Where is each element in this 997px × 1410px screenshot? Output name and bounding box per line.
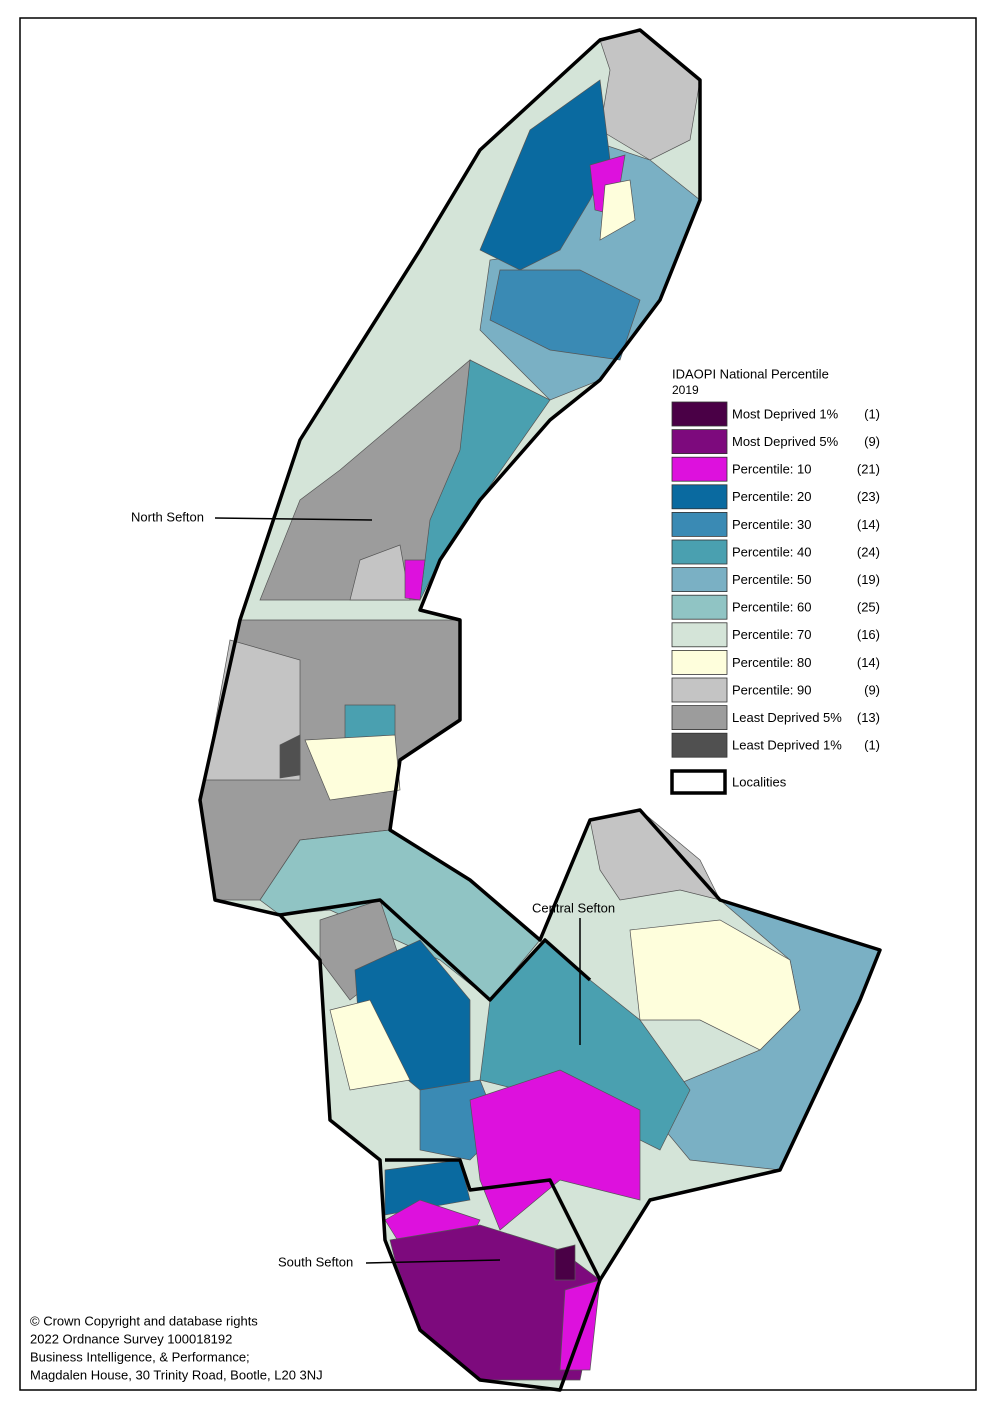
legend-label: Percentile: 90 — [732, 682, 812, 697]
legend-label: Percentile: 40 — [732, 544, 812, 559]
legend-label: Least Deprived 1% — [732, 738, 842, 753]
legend-count: (14) — [857, 517, 880, 532]
credit-line: Magdalen House, 30 Trinity Road, Bootle,… — [30, 1367, 323, 1382]
legend-label: Percentile: 10 — [732, 462, 812, 477]
region — [304, 734, 401, 801]
locality-label: North Sefton — [131, 509, 204, 524]
legend: IDAOPI National Percentile 2019 Localiti… — [670, 366, 880, 795]
locality-label: South Sefton — [278, 1254, 353, 1269]
locality-label: Central Sefton — [532, 900, 615, 915]
legend-count: (13) — [857, 710, 880, 725]
legend-label: Least Deprived 5% — [732, 710, 842, 725]
legend-count: (23) — [857, 489, 880, 504]
legend-count: (1) — [864, 406, 880, 421]
legend-swatch — [671, 567, 728, 592]
legend-swatch — [671, 512, 728, 537]
legend-count: (16) — [857, 627, 880, 642]
map-regions — [199, 29, 881, 1391]
credit-line: 2022 Ordnance Survey 100018192 — [30, 1331, 232, 1346]
credit-line: Business Intelligence, & Performance; — [30, 1349, 250, 1364]
region — [599, 179, 636, 241]
legend-label: Percentile: 50 — [732, 572, 812, 587]
locality-labels: North Sefton Central Sefton South Sefton — [131, 509, 615, 1269]
region — [279, 734, 301, 779]
region — [554, 1244, 576, 1281]
leader-line — [365, 1259, 501, 1264]
legend-swatch — [671, 539, 728, 565]
legend-swatch — [671, 732, 728, 758]
legend-label: Percentile: 30 — [732, 517, 812, 532]
legend-swatch — [671, 429, 728, 455]
legend-swatch — [671, 650, 728, 675]
legend-count: (25) — [857, 600, 880, 615]
legend-label: Percentile: 80 — [732, 655, 812, 670]
legend-subtitle: 2019 — [672, 383, 699, 397]
legend-label: Percentile: 20 — [732, 489, 812, 504]
legend-count: (21) — [857, 462, 880, 477]
legend-swatch — [671, 484, 728, 510]
legend-count: (14) — [857, 655, 880, 670]
locality-border — [385, 1158, 602, 1281]
legend-label: Localities — [732, 774, 787, 789]
legend-swatch — [671, 456, 728, 482]
region — [589, 809, 721, 901]
legend-title: IDAOPI National Percentile — [672, 366, 829, 381]
legend-label: Most Deprived 5% — [732, 434, 839, 449]
legend-label: Percentile: 60 — [732, 600, 812, 615]
legend-swatch — [670, 769, 727, 795]
region — [384, 1159, 471, 1216]
leader-line — [214, 517, 373, 521]
legend-count: (9) — [864, 434, 880, 449]
region — [629, 919, 801, 1051]
region — [349, 544, 411, 601]
legend-swatch — [671, 705, 728, 730]
legend-swatch — [671, 677, 728, 703]
region — [329, 999, 411, 1091]
region — [489, 269, 641, 361]
locality-border — [279, 898, 592, 1002]
legend-count: (19) — [857, 572, 880, 587]
legend-swatch — [671, 401, 728, 427]
credits: © Crown Copyright and database rights 202… — [30, 1313, 323, 1382]
legend-swatch — [671, 594, 728, 620]
legend-swatch — [671, 622, 728, 648]
region — [404, 559, 426, 601]
legend-count: (24) — [857, 544, 880, 559]
legend-label: Most Deprived 1% — [732, 406, 839, 421]
locality-boundaries — [198, 28, 882, 1392]
legend-count: (1) — [864, 738, 880, 753]
locality-outline — [198, 28, 882, 1392]
legend-label: Percentile: 70 — [732, 627, 812, 642]
legend-count: (9) — [864, 682, 880, 697]
credit-line: © Crown Copyright and database rights — [30, 1313, 258, 1328]
